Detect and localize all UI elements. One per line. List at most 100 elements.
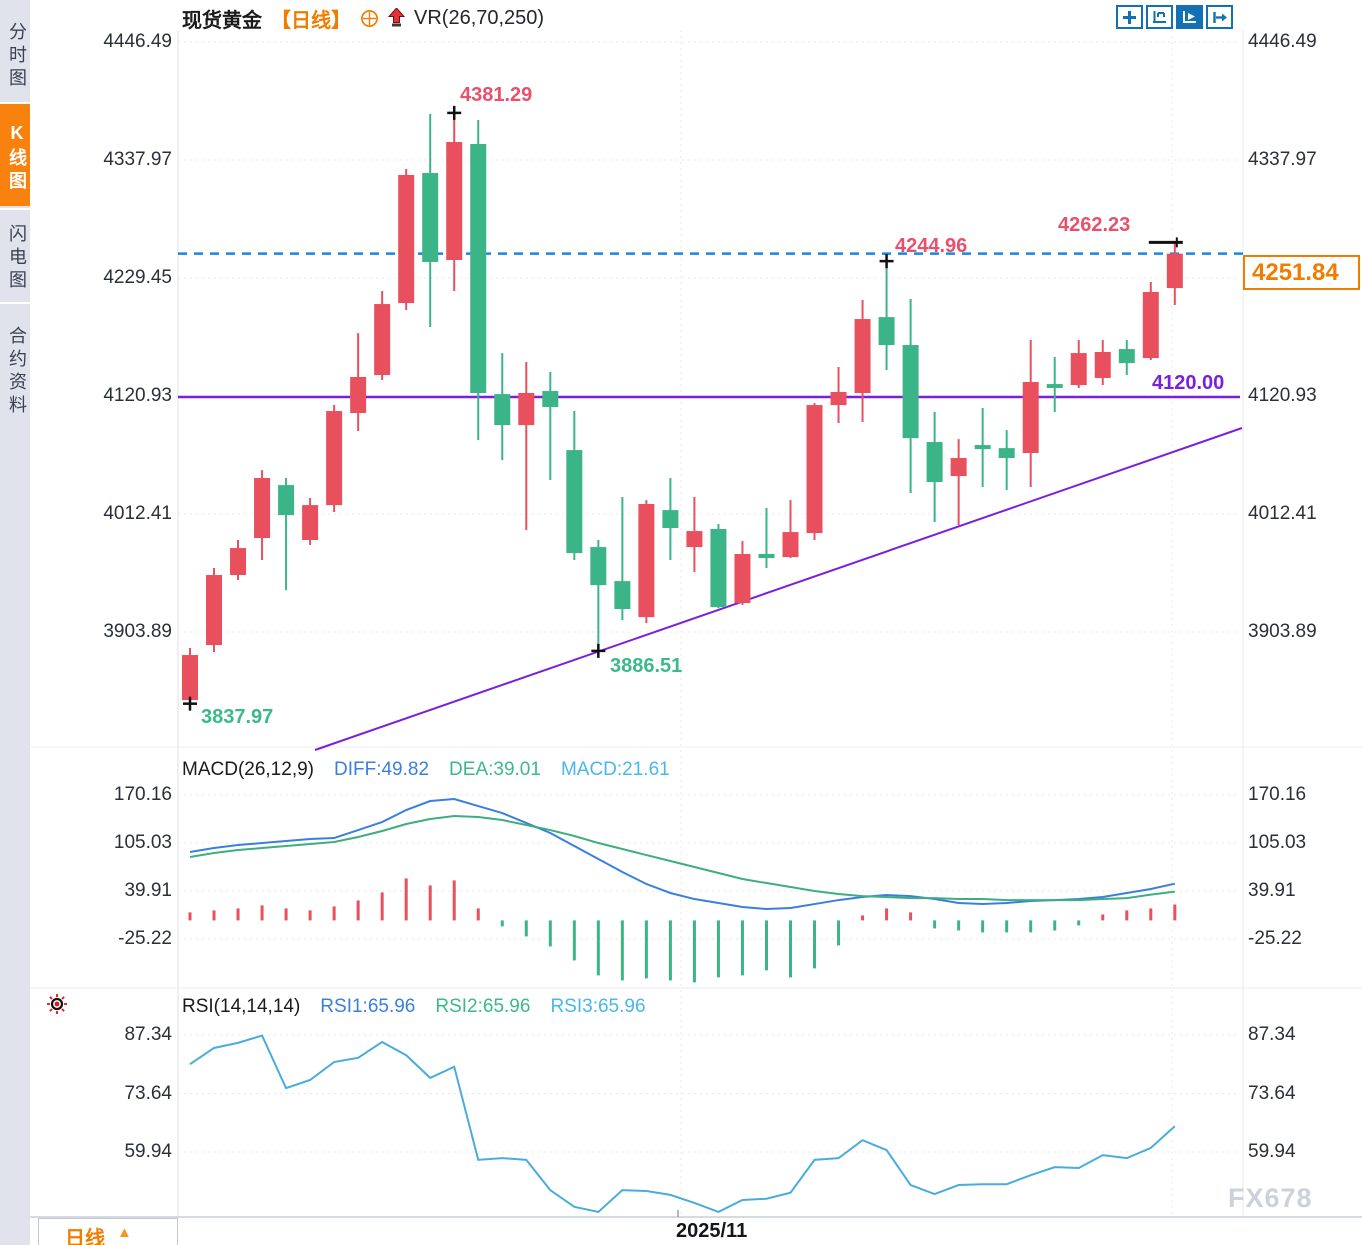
rsi1-readout: RSI1:65.96	[320, 996, 416, 1017]
sidebar-item-label: 分时图	[7, 21, 27, 91]
sidebar-item-contract-info[interactable]: 合约资料	[0, 302, 30, 434]
swing-high-label-4381: 4381.29	[460, 84, 533, 106]
candle-body	[494, 394, 511, 426]
macd-diff-readout: DIFF:49.82	[334, 759, 430, 780]
target-crosshair-icon[interactable]	[360, 9, 379, 28]
candle-body	[686, 531, 703, 548]
candle-body	[998, 448, 1015, 459]
candle-body	[782, 532, 799, 558]
axis-tick-label: 105.03	[113, 832, 172, 853]
x-axis-date-label: 2025/11	[676, 1220, 748, 1242]
axis-tick-label: 4446.49	[103, 31, 172, 52]
rsi-name: RSI(14,14,14)	[182, 996, 301, 1017]
candle-body	[470, 143, 487, 393]
axis-tick-label: 170.16	[113, 784, 172, 805]
swing-high-label-4244: 4244.96	[895, 235, 968, 257]
axis-tick-label: 39.91	[124, 879, 172, 901]
last-price-tag: 4251.84	[1243, 255, 1360, 290]
candle-body	[542, 391, 559, 408]
axis-tick-label: 87.34	[124, 1024, 172, 1045]
rsi2-readout: RSI2:65.96	[435, 996, 531, 1017]
macd-dea-line	[189, 815, 1175, 902]
axis-tick-label: 39.91	[1248, 879, 1296, 901]
axis-tick-label: -25.22	[1248, 928, 1302, 949]
axis-scale-tool-button[interactable]	[1146, 5, 1173, 29]
candle-body	[254, 478, 271, 539]
axis-tick-label: 59.94	[1248, 1141, 1296, 1162]
pan-right-tool-button[interactable]	[1206, 5, 1233, 29]
symbol-title: 现货黄金	[182, 10, 262, 32]
candle-body	[1166, 253, 1183, 289]
trendline	[314, 427, 1243, 751]
axis-tick-label: 3903.89	[1248, 621, 1317, 642]
candle-body	[974, 445, 991, 450]
candle-body	[614, 581, 631, 610]
brand-watermark: FX678	[1228, 1183, 1313, 1213]
indicator-readout: VR(26,70,250)	[414, 7, 545, 29]
indicator-settings-sun-icon[interactable]	[46, 993, 68, 1020]
sidebar-item-kline-chart[interactable]: K线图	[0, 102, 30, 206]
price-axis-left: 4446.49 4337.97 4229.45 4120.93 4012.41 3903.…	[30, 0, 172, 1245]
axis-tick-label: 4337.97	[1248, 149, 1317, 170]
candle-body	[182, 655, 198, 701]
candle-body	[1070, 353, 1087, 386]
macd-header: MACD(26,12,9) DIFF:49.82 DEA:39.01 MACD:…	[182, 759, 670, 781]
candle-body	[230, 548, 247, 576]
candle-body	[638, 504, 655, 618]
sidebar-item-label: 合约资料	[7, 326, 27, 418]
axis-tick-label: 59.94	[124, 1141, 172, 1162]
candle-body	[590, 547, 607, 586]
move-tool-button[interactable]	[1116, 5, 1143, 29]
candle-body	[926, 442, 943, 483]
candle-body	[854, 319, 871, 393]
axis-tick-label: 105.03	[1248, 832, 1307, 853]
candle-body	[1094, 351, 1111, 378]
chart-header: 现货黄金 【日线】 VR(26,70,250)	[182, 4, 544, 33]
rsi3-readout: RSI3:65.96	[550, 996, 646, 1017]
candle-body	[710, 529, 727, 608]
axis-tick-label: 87.34	[1248, 1024, 1296, 1045]
macd-macd-readout: MACD:21.61	[560, 759, 670, 780]
timeframe-dropdown[interactable]: 日线 ▲	[38, 1218, 178, 1245]
axis-tick-label: 4446.49	[1248, 31, 1317, 52]
sidebar-item-label: 闪电图	[7, 223, 27, 293]
swing-low-label-3886: 3886.51	[610, 655, 683, 677]
sidebar-item-time-chart[interactable]: 分时图	[0, 6, 30, 100]
swing-high-label-4262: 4262.23	[1058, 214, 1131, 236]
rsi-header: RSI(14,14,14) RSI1:65.96 RSI2:65.96 RSI3…	[182, 996, 646, 1018]
sidebar-item-label: K线图	[7, 122, 27, 194]
candle-body	[662, 510, 679, 529]
timeframe-dropdown-label: 日线	[65, 1228, 105, 1245]
chart-forward-tool-button[interactable]	[1176, 5, 1203, 29]
axis-tick-label: -25.22	[118, 928, 172, 949]
candle-body	[950, 458, 967, 477]
candle-body	[350, 377, 367, 413]
axis-tick-label: 4012.41	[103, 503, 172, 524]
candle-body	[446, 142, 463, 261]
candle-body	[1142, 291, 1159, 359]
candle-body	[326, 411, 343, 506]
candle-body	[422, 173, 439, 262]
chart-toolbar	[1116, 5, 1233, 29]
candle-body	[1118, 349, 1135, 364]
candle-body	[758, 554, 775, 559]
axis-tick-label: 170.16	[1248, 784, 1307, 805]
axis-tick-label: 4120.93	[1248, 385, 1317, 406]
sidebar-item-lightning-chart[interactable]: 闪电图	[0, 208, 30, 300]
support-level-label: 4120.00	[1152, 372, 1225, 394]
axis-tick-label: 73.64	[124, 1082, 172, 1104]
candle-body	[566, 450, 583, 554]
axis-tick-label: 4012.41	[1248, 503, 1317, 524]
candle-body	[518, 392, 535, 426]
candle-body	[398, 174, 415, 304]
macd-dea-readout: DEA:39.01	[449, 759, 541, 780]
candle-body	[734, 554, 751, 604]
price-axis-right: 4446.494337.974229.454120.934012.413903.…	[1248, 0, 1360, 1245]
axis-tick-label: 4229.45	[103, 267, 172, 288]
dropdown-triangle-icon: ▲	[117, 1224, 132, 1241]
rsi-line	[189, 1034, 1176, 1214]
macd-name: MACD(26,12,9)	[182, 759, 314, 780]
axis-tick-label: 73.64	[1248, 1082, 1296, 1104]
